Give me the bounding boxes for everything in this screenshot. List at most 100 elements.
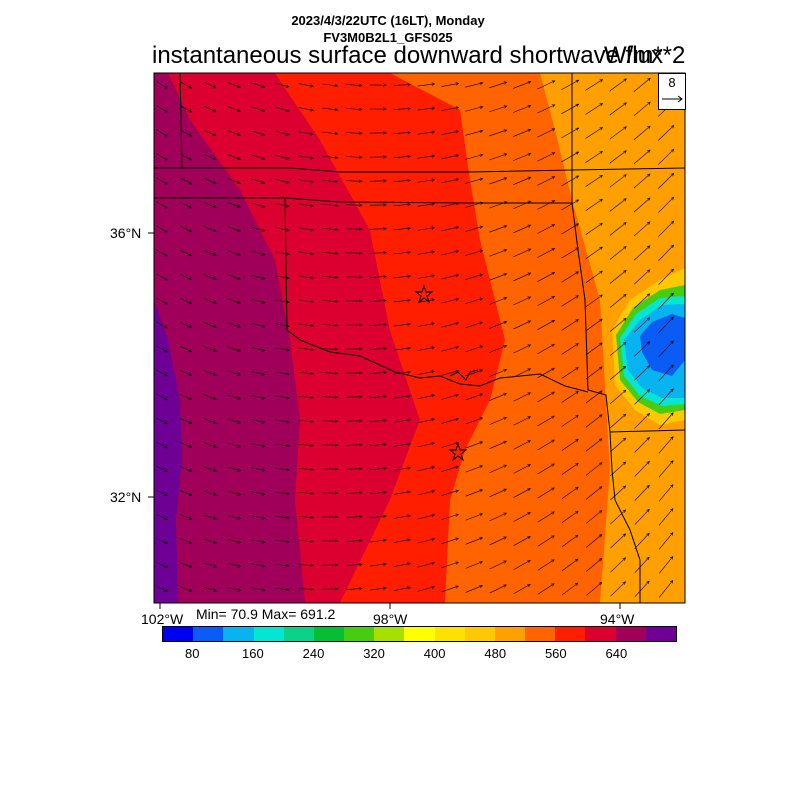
wind-vector-head	[334, 443, 339, 447]
wind-vector	[657, 125, 675, 141]
wind-vector-head	[575, 391, 579, 395]
wind-vector	[585, 342, 603, 356]
wind-vector-head	[598, 486, 603, 490]
wind-vector	[489, 393, 507, 401]
wind-vector-head	[334, 347, 339, 351]
wind-vector	[417, 203, 435, 207]
wind-vector	[610, 557, 626, 573]
wind-vector	[634, 293, 650, 309]
wind-vector	[417, 418, 435, 424]
wind-vector-head	[527, 464, 531, 468]
wind-vector	[610, 485, 626, 501]
wind-vector	[369, 419, 387, 423]
wind-vector	[393, 299, 411, 303]
wind-vector	[658, 364, 674, 382]
wind-vector-head	[599, 366, 603, 370]
wind-vector	[156, 514, 168, 520]
wind-vector	[489, 464, 507, 474]
wind-vector	[609, 78, 627, 92]
wind-vector-head	[286, 300, 290, 304]
wind-vector-head	[670, 484, 674, 488]
wind-vector	[346, 156, 362, 158]
wind-vector	[322, 203, 338, 207]
wind-vector-head	[670, 316, 674, 321]
wind-vector-head	[479, 537, 483, 541]
wind-vector-head	[599, 127, 604, 131]
colorbar-swatch	[344, 627, 375, 641]
wind-vector-head	[503, 81, 508, 85]
wind-vector	[393, 539, 411, 543]
wind-vector	[274, 467, 290, 471]
wind-vector	[369, 587, 387, 591]
wind-vector-head	[503, 153, 508, 157]
wind-vector	[513, 81, 531, 89]
wind-vector	[586, 534, 602, 548]
wind-vector-head	[646, 532, 650, 537]
wind-vector	[369, 372, 387, 374]
wind-vector-head	[358, 83, 363, 87]
wind-vector-head	[188, 468, 193, 472]
wind-vector-head	[431, 561, 435, 566]
wind-vector	[369, 252, 387, 254]
wind-vector-head	[359, 131, 363, 135]
wind-vector	[346, 108, 362, 110]
wind-vector-head	[527, 560, 531, 564]
wind-vector	[585, 222, 603, 236]
wind-vector	[465, 417, 483, 425]
wind-vector-head	[575, 151, 580, 155]
wind-vector-head	[286, 348, 290, 352]
wind-vector	[561, 391, 579, 403]
wind-vector-head	[286, 468, 290, 472]
wind-vector	[465, 561, 483, 569]
wind-vector	[227, 490, 241, 496]
wind-vector-head	[623, 174, 627, 178]
wind-vector-head	[407, 154, 411, 159]
wind-vector	[203, 154, 217, 160]
min-max-label: Min= 70.9 Max= 691.2	[196, 606, 336, 622]
wind-vector	[561, 319, 579, 331]
wind-vector	[203, 298, 217, 304]
wind-vector-head	[237, 228, 241, 232]
model-name: FV3M0B2L1_GFS025	[323, 30, 453, 45]
wind-vector	[251, 371, 265, 375]
wind-vector	[634, 580, 650, 598]
wind-vector	[633, 101, 651, 117]
wind-vector-head	[237, 564, 242, 568]
wind-vector	[227, 298, 241, 304]
wind-vector-head	[188, 349, 193, 353]
wind-vector	[393, 419, 411, 423]
wind-vector	[274, 347, 290, 351]
wind-vector	[465, 154, 483, 160]
wind-vector	[441, 202, 459, 208]
wind-vector	[393, 467, 411, 471]
wind-vector-head	[551, 80, 556, 84]
wind-vector-head	[286, 396, 290, 400]
wind-vector	[489, 441, 507, 449]
colorbar-swatch	[434, 627, 465, 641]
wind-vector-head	[527, 392, 532, 396]
wind-vector-head	[503, 249, 508, 253]
wind-vector-head	[213, 348, 217, 352]
wind-vector-head	[669, 580, 674, 584]
wind-vector-head	[479, 513, 484, 517]
wind-vector-head	[623, 150, 627, 154]
wind-vector	[322, 227, 338, 231]
wind-vector-head	[359, 203, 363, 207]
wind-vector	[489, 153, 507, 161]
wind-vector-head	[164, 469, 169, 473]
wind-vector-head	[599, 342, 603, 346]
wind-vector-head	[623, 102, 627, 106]
wind-vector-head	[599, 390, 603, 394]
wind-vector-head	[670, 172, 675, 177]
wind-vector-head	[431, 442, 435, 446]
wind-vector-head	[164, 493, 169, 497]
wind-vector-head	[164, 541, 169, 544]
wind-vector-head	[237, 156, 241, 161]
wind-vector	[369, 515, 387, 519]
wind-vector	[227, 322, 241, 328]
wind-vector	[561, 223, 579, 235]
wind-vector-head	[310, 395, 315, 400]
wind-vector	[609, 222, 627, 236]
wind-vector	[537, 248, 555, 258]
wind-vector-head	[646, 389, 651, 393]
